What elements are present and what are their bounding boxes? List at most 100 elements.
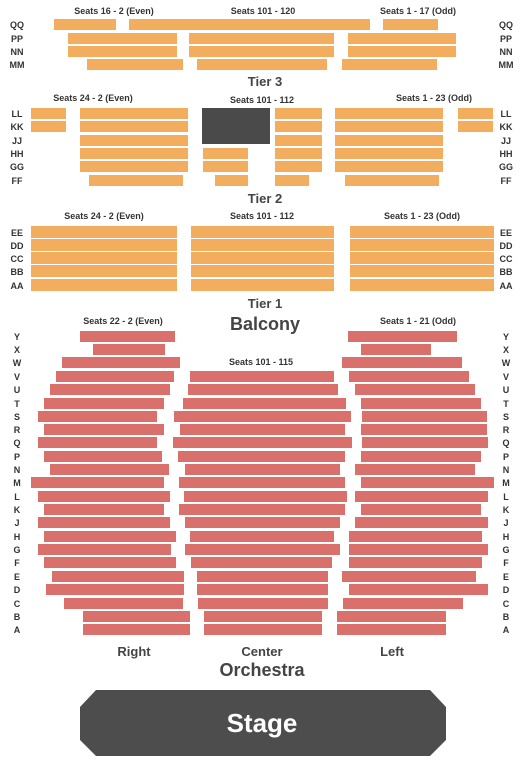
orchestra-row-b-block-3[interactable] xyxy=(337,611,446,622)
tier1-row-bb-block-3[interactable] xyxy=(350,265,494,277)
tier2-row-hh-block-2[interactable] xyxy=(203,148,248,159)
tier3-row-nn-block-1[interactable] xyxy=(68,46,177,57)
orchestra-row-h-block-2[interactable] xyxy=(190,531,334,542)
tier3-row-nn-block-2[interactable] xyxy=(189,46,334,57)
tier2-row-ff-block-3[interactable] xyxy=(275,175,309,186)
tier1-row-ee-block-1[interactable] xyxy=(31,226,177,238)
tier1-row-dd-block-1[interactable] xyxy=(31,239,177,251)
orchestra-row-p-block-1[interactable] xyxy=(44,451,162,462)
tier3-row-mm-block-2[interactable] xyxy=(197,59,327,70)
tier2-row-ll-block-1[interactable] xyxy=(31,108,66,119)
orchestra-row-f-block-3[interactable] xyxy=(349,557,482,568)
orchestra-row-h-block-3[interactable] xyxy=(349,531,482,542)
orchestra-row-v-block-1[interactable] xyxy=(56,371,174,382)
orchestra-row-r-block-2[interactable] xyxy=(180,424,345,435)
orchestra-row-a-block-2[interactable] xyxy=(204,624,322,635)
orchestra-row-k-block-2[interactable] xyxy=(179,504,345,515)
orchestra-row-c-block-3[interactable] xyxy=(343,598,463,609)
tier2-row-kk-block-4[interactable] xyxy=(335,121,443,132)
orchestra-row-h-block-1[interactable] xyxy=(44,531,176,542)
tier2-row-kk-block-5[interactable] xyxy=(458,121,493,132)
orchestra-row-j-block-2[interactable] xyxy=(185,517,340,528)
orchestra-row-a-block-1[interactable] xyxy=(83,624,190,635)
tier2-row-hh-block-4[interactable] xyxy=(335,148,443,159)
tier2-row-gg-block-2[interactable] xyxy=(203,161,248,172)
orchestra-row-b-block-1[interactable] xyxy=(83,611,190,622)
tier1-row-cc-block-3[interactable] xyxy=(350,252,494,264)
orchestra-row-p-block-3[interactable] xyxy=(361,451,481,462)
orchestra-row-s-block-1[interactable] xyxy=(38,411,157,422)
orchestra-row-g-block-2[interactable] xyxy=(185,544,340,555)
orchestra-row-n-block-2[interactable] xyxy=(185,464,340,475)
orchestra-row-u-block-1[interactable] xyxy=(50,384,170,395)
orchestra-row-m-block-1[interactable] xyxy=(31,477,164,488)
tier3-row-nn-block-3[interactable] xyxy=(348,46,456,57)
tier2-row-ll-block-3[interactable] xyxy=(275,108,322,119)
orchestra-row-t-block-3[interactable] xyxy=(361,398,481,409)
orchestra-row-d-block-2[interactable] xyxy=(197,584,328,595)
orchestra-row-j-block-3[interactable] xyxy=(355,517,488,528)
tier1-row-dd-block-3[interactable] xyxy=(350,239,494,251)
orchestra-row-u-block-2[interactable] xyxy=(188,384,338,395)
orchestra-row-d-block-1[interactable] xyxy=(46,584,184,595)
tier3-row-pp-block-2[interactable] xyxy=(189,33,334,44)
orchestra-row-y-block-2[interactable] xyxy=(348,331,457,342)
tier2-row-jj-block-2[interactable] xyxy=(275,135,322,146)
tier2-row-ll-block-2[interactable] xyxy=(80,108,188,119)
orchestra-row-c-block-1[interactable] xyxy=(64,598,183,609)
tier2-row-hh-block-1[interactable] xyxy=(80,148,188,159)
orchestra-row-g-block-1[interactable] xyxy=(38,544,171,555)
orchestra-row-t-block-2[interactable] xyxy=(183,398,346,409)
orchestra-row-r-block-1[interactable] xyxy=(44,424,164,435)
tier1-row-dd-block-2[interactable] xyxy=(191,239,334,251)
tier2-row-ff-block-2[interactable] xyxy=(215,175,248,186)
tier2-row-gg-block-4[interactable] xyxy=(335,161,443,172)
tier3-row-qq-block-2[interactable] xyxy=(129,19,370,30)
orchestra-row-j-block-1[interactable] xyxy=(38,517,170,528)
tier2-row-gg-block-1[interactable] xyxy=(80,161,188,172)
tier3-row-pp-block-1[interactable] xyxy=(68,33,177,44)
orchestra-row-v-block-2[interactable] xyxy=(190,371,334,382)
tier3-row-mm-block-1[interactable] xyxy=(87,59,183,70)
tier3-row-qq-block-3[interactable] xyxy=(383,19,438,30)
tier1-row-aa-block-2[interactable] xyxy=(191,279,334,291)
tier1-row-bb-block-2[interactable] xyxy=(191,265,334,277)
orchestra-row-f-block-2[interactable] xyxy=(191,557,332,568)
orchestra-row-a-block-3[interactable] xyxy=(337,624,446,635)
orchestra-row-m-block-2[interactable] xyxy=(179,477,345,488)
orchestra-row-k-block-1[interactable] xyxy=(44,504,164,515)
orchestra-row-q-block-3[interactable] xyxy=(362,437,488,448)
tier1-row-aa-block-3[interactable] xyxy=(350,279,494,291)
tier1-row-cc-block-2[interactable] xyxy=(191,252,334,264)
tier1-row-ee-block-2[interactable] xyxy=(191,226,334,238)
orchestra-row-d-block-3[interactable] xyxy=(349,584,488,595)
tier2-row-gg-block-3[interactable] xyxy=(275,161,322,172)
orchestra-row-q-block-2[interactable] xyxy=(173,437,352,448)
orchestra-row-p-block-2[interactable] xyxy=(178,451,345,462)
tier3-row-pp-block-3[interactable] xyxy=(348,33,456,44)
tier2-row-kk-block-1[interactable] xyxy=(31,121,66,132)
orchestra-row-m-block-3[interactable] xyxy=(361,477,494,488)
orchestra-row-v-block-3[interactable] xyxy=(349,371,469,382)
orchestra-row-s-block-3[interactable] xyxy=(362,411,487,422)
orchestra-row-l-block-2[interactable] xyxy=(184,491,347,502)
orchestra-row-w-block-2[interactable] xyxy=(342,357,462,368)
orchestra-row-e-block-2[interactable] xyxy=(197,571,328,582)
tier3-row-qq-block-1[interactable] xyxy=(54,19,116,30)
orchestra-row-t-block-1[interactable] xyxy=(44,398,164,409)
tier3-row-mm-block-3[interactable] xyxy=(342,59,437,70)
tier1-row-bb-block-1[interactable] xyxy=(31,265,177,277)
tier1-row-cc-block-1[interactable] xyxy=(31,252,177,264)
orchestra-row-e-block-3[interactable] xyxy=(342,571,476,582)
orchestra-row-x-block-2[interactable] xyxy=(361,344,431,355)
tier2-row-kk-block-2[interactable] xyxy=(80,121,188,132)
orchestra-row-k-block-3[interactable] xyxy=(361,504,481,515)
orchestra-row-x-block-1[interactable] xyxy=(93,344,165,355)
tier2-row-jj-block-1[interactable] xyxy=(80,135,188,146)
orchestra-row-n-block-1[interactable] xyxy=(50,464,169,475)
orchestra-row-f-block-1[interactable] xyxy=(44,557,176,568)
orchestra-row-g-block-3[interactable] xyxy=(349,544,488,555)
orchestra-row-s-block-2[interactable] xyxy=(174,411,351,422)
orchestra-row-n-block-3[interactable] xyxy=(355,464,475,475)
orchestra-row-w-block-1[interactable] xyxy=(62,357,180,368)
